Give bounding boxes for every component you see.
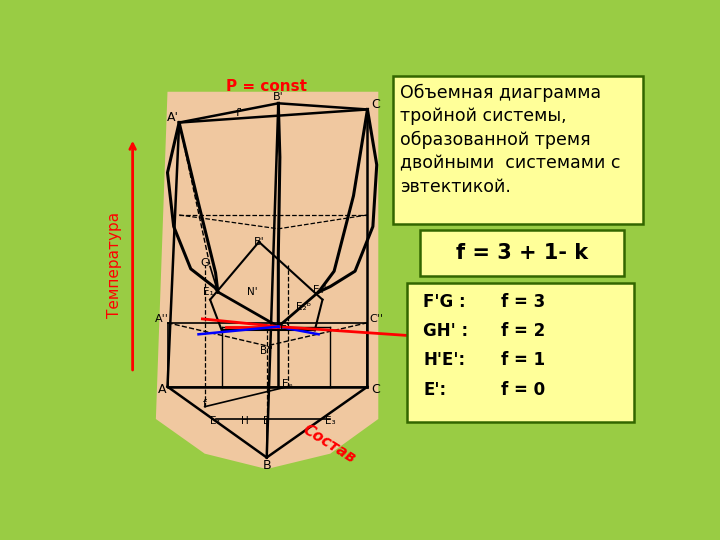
- Text: f = 3 + 1- k: f = 3 + 1- k: [456, 242, 588, 262]
- Text: f = 2: f = 2: [500, 322, 545, 340]
- Text: F'G :: F'G :: [423, 293, 466, 311]
- Text: B'': B'': [260, 346, 273, 356]
- Text: Температура: Температура: [107, 212, 122, 318]
- Text: B': B': [253, 237, 264, 247]
- Polygon shape: [156, 92, 378, 469]
- Text: f = 3: f = 3: [500, 293, 545, 311]
- Text: B': B': [273, 92, 284, 102]
- FancyBboxPatch shape: [407, 284, 634, 422]
- Text: C'': C'': [370, 314, 384, 324]
- Text: f: f: [203, 399, 207, 409]
- Text: E₂ᵇ: E₂ᵇ: [296, 302, 311, 312]
- Text: Объемная диаграмма
тройной системы,
образованной тремя
двойными  системами с
эвт: Объемная диаграмма тройной системы, обра…: [400, 83, 621, 196]
- Text: f = 1: f = 1: [500, 352, 545, 369]
- Text: E₃': E₃': [313, 285, 327, 295]
- Text: Состав: Состав: [300, 422, 358, 466]
- Text: E₁: E₁: [210, 416, 221, 426]
- Text: E₁': E₁': [203, 287, 217, 297]
- Text: E': E': [280, 322, 290, 332]
- Text: E':: E':: [423, 381, 446, 399]
- FancyBboxPatch shape: [420, 230, 624, 276]
- Text: A': A': [167, 111, 179, 124]
- Text: B: B: [262, 458, 271, 472]
- Text: Eₑ: Eₑ: [282, 379, 293, 389]
- Text: P = const: P = const: [226, 79, 307, 94]
- Text: G: G: [200, 259, 209, 268]
- Text: GH' :: GH' :: [423, 322, 469, 340]
- Text: A: A: [158, 383, 166, 396]
- Text: H: H: [241, 416, 249, 426]
- Text: f': f': [235, 107, 243, 118]
- Text: H'E':: H'E':: [423, 352, 465, 369]
- Text: A'': A'': [155, 314, 169, 324]
- Text: E: E: [264, 416, 270, 426]
- FancyBboxPatch shape: [393, 76, 644, 224]
- Text: C: C: [371, 383, 379, 396]
- Text: C: C: [371, 98, 379, 111]
- Text: E₃: E₃: [325, 416, 336, 426]
- Text: N': N': [248, 287, 258, 297]
- Text: f = 0: f = 0: [500, 381, 545, 399]
